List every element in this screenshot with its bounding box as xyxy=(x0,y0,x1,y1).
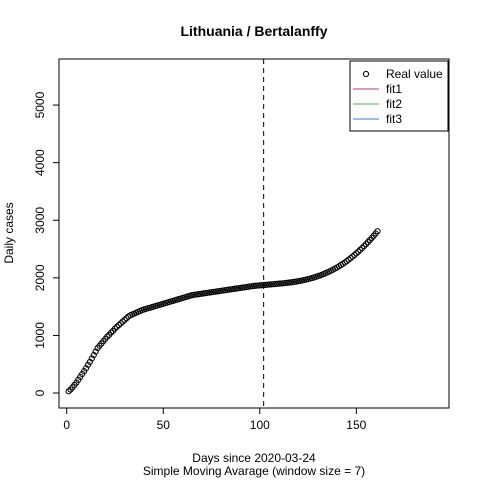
data-point xyxy=(92,348,99,355)
y-tick-label: 4000 xyxy=(33,149,47,176)
legend-label-real-value: Real value xyxy=(386,67,443,81)
data-point xyxy=(270,281,277,288)
legend: Real value fit1 fit2 fit3 xyxy=(349,60,449,132)
data-point xyxy=(359,244,366,252)
data-point xyxy=(119,318,126,325)
y-tick-label: 5000 xyxy=(33,91,47,118)
data-point xyxy=(277,280,285,287)
data-point xyxy=(355,248,362,255)
data-point xyxy=(349,253,356,260)
data-point xyxy=(268,281,275,288)
data-point xyxy=(258,282,265,289)
x-tick-label: 150 xyxy=(346,418,366,432)
data-point xyxy=(256,282,263,289)
data-point xyxy=(266,281,273,288)
y-tick-label: 1000 xyxy=(33,322,47,349)
legend-label-fit3: fit3 xyxy=(386,112,402,126)
data-point xyxy=(260,281,267,289)
y-axis-label: Daily cases xyxy=(2,202,16,263)
data-point xyxy=(115,321,122,329)
y-tick-label: 0 xyxy=(33,389,47,396)
data-point xyxy=(65,388,72,395)
data-point xyxy=(123,315,130,322)
legend-real-value-symbol xyxy=(362,70,370,78)
data-point xyxy=(254,282,261,289)
data-point xyxy=(88,355,95,362)
data-point xyxy=(121,316,128,323)
real-value-points xyxy=(65,228,381,395)
y-axis: 0 1000 2000 3000 4000 5000 xyxy=(33,91,60,396)
legend-label-fit2: fit2 xyxy=(386,97,402,111)
data-point xyxy=(252,282,260,289)
data-point xyxy=(250,282,258,290)
data-point xyxy=(82,365,90,372)
x-axis-label: Days since 2020-03-24 xyxy=(192,451,316,465)
data-point xyxy=(113,323,121,330)
x-tick-label: 0 xyxy=(63,418,70,432)
data-point xyxy=(108,329,115,336)
y-tick-label: 2000 xyxy=(33,264,47,291)
x-tick-label: 50 xyxy=(157,418,171,432)
x-axis: 0 50 100 150 xyxy=(63,407,367,432)
x-tick-label: 100 xyxy=(250,418,270,432)
data-point xyxy=(274,280,281,287)
data-point xyxy=(104,333,111,340)
data-point xyxy=(264,281,271,288)
legend-label-fit1: fit1 xyxy=(386,82,402,96)
data-point xyxy=(86,358,93,366)
data-point xyxy=(262,281,269,288)
data-point xyxy=(351,251,358,259)
data-point xyxy=(275,280,283,287)
data-point xyxy=(374,228,381,235)
data-point xyxy=(357,246,364,253)
x-axis-subtitle: Simple Moving Avarage (window size = 7) xyxy=(143,464,365,478)
data-point xyxy=(362,241,370,248)
data-point xyxy=(90,351,97,359)
data-point xyxy=(111,325,119,332)
y-tick-label: 3000 xyxy=(33,207,47,234)
data-point xyxy=(272,280,279,288)
data-point xyxy=(117,320,124,327)
chart-title: Lithuania / Bertalanffy xyxy=(180,23,327,39)
data-point xyxy=(360,243,368,250)
data-point xyxy=(353,250,360,257)
